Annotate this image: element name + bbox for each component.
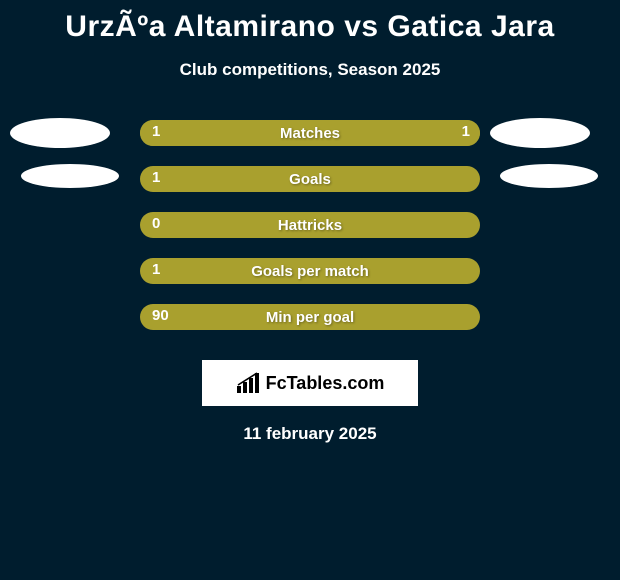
stat-value-right: 1 bbox=[462, 123, 470, 140]
stat-row: Goals1 bbox=[0, 166, 620, 192]
logo-text: FcTables.com bbox=[266, 373, 385, 394]
stat-value-left: 1 bbox=[152, 123, 160, 140]
stat-value-left: 0 bbox=[152, 215, 160, 232]
stat-bar bbox=[140, 258, 480, 284]
stat-bar bbox=[140, 304, 480, 330]
stat-value-left: 1 bbox=[152, 261, 160, 278]
player-left-ellipse bbox=[21, 164, 119, 188]
stat-bar-right bbox=[310, 120, 480, 146]
stat-bar-left bbox=[140, 212, 480, 238]
stat-row: Min per goal90 bbox=[0, 304, 620, 330]
player-right-ellipse bbox=[500, 164, 598, 188]
stat-row: Matches11 bbox=[0, 120, 620, 146]
player-left-ellipse bbox=[10, 118, 110, 148]
date-label: 11 february 2025 bbox=[0, 424, 620, 444]
player-right-ellipse bbox=[490, 118, 590, 148]
stat-bar-left bbox=[140, 258, 480, 284]
stat-bar-left bbox=[140, 120, 310, 146]
stat-bar bbox=[140, 120, 480, 146]
stat-value-left: 90 bbox=[152, 307, 169, 324]
stat-row: Hattricks0 bbox=[0, 212, 620, 238]
logo-box: FcTables.com bbox=[202, 360, 418, 406]
stat-bar bbox=[140, 166, 480, 192]
stats-rows: Matches11Goals1Hattricks0Goals per match… bbox=[0, 120, 620, 330]
stat-bar bbox=[140, 212, 480, 238]
stat-value-left: 1 bbox=[152, 169, 160, 186]
bar-chart-icon bbox=[236, 372, 262, 394]
page-subtitle: Club competitions, Season 2025 bbox=[0, 60, 620, 80]
stat-bar-left bbox=[140, 166, 480, 192]
page-title: UrzÃºa Altamirano vs Gatica Jara bbox=[0, 0, 620, 44]
stat-row: Goals per match1 bbox=[0, 258, 620, 284]
stat-bar-left bbox=[140, 304, 480, 330]
